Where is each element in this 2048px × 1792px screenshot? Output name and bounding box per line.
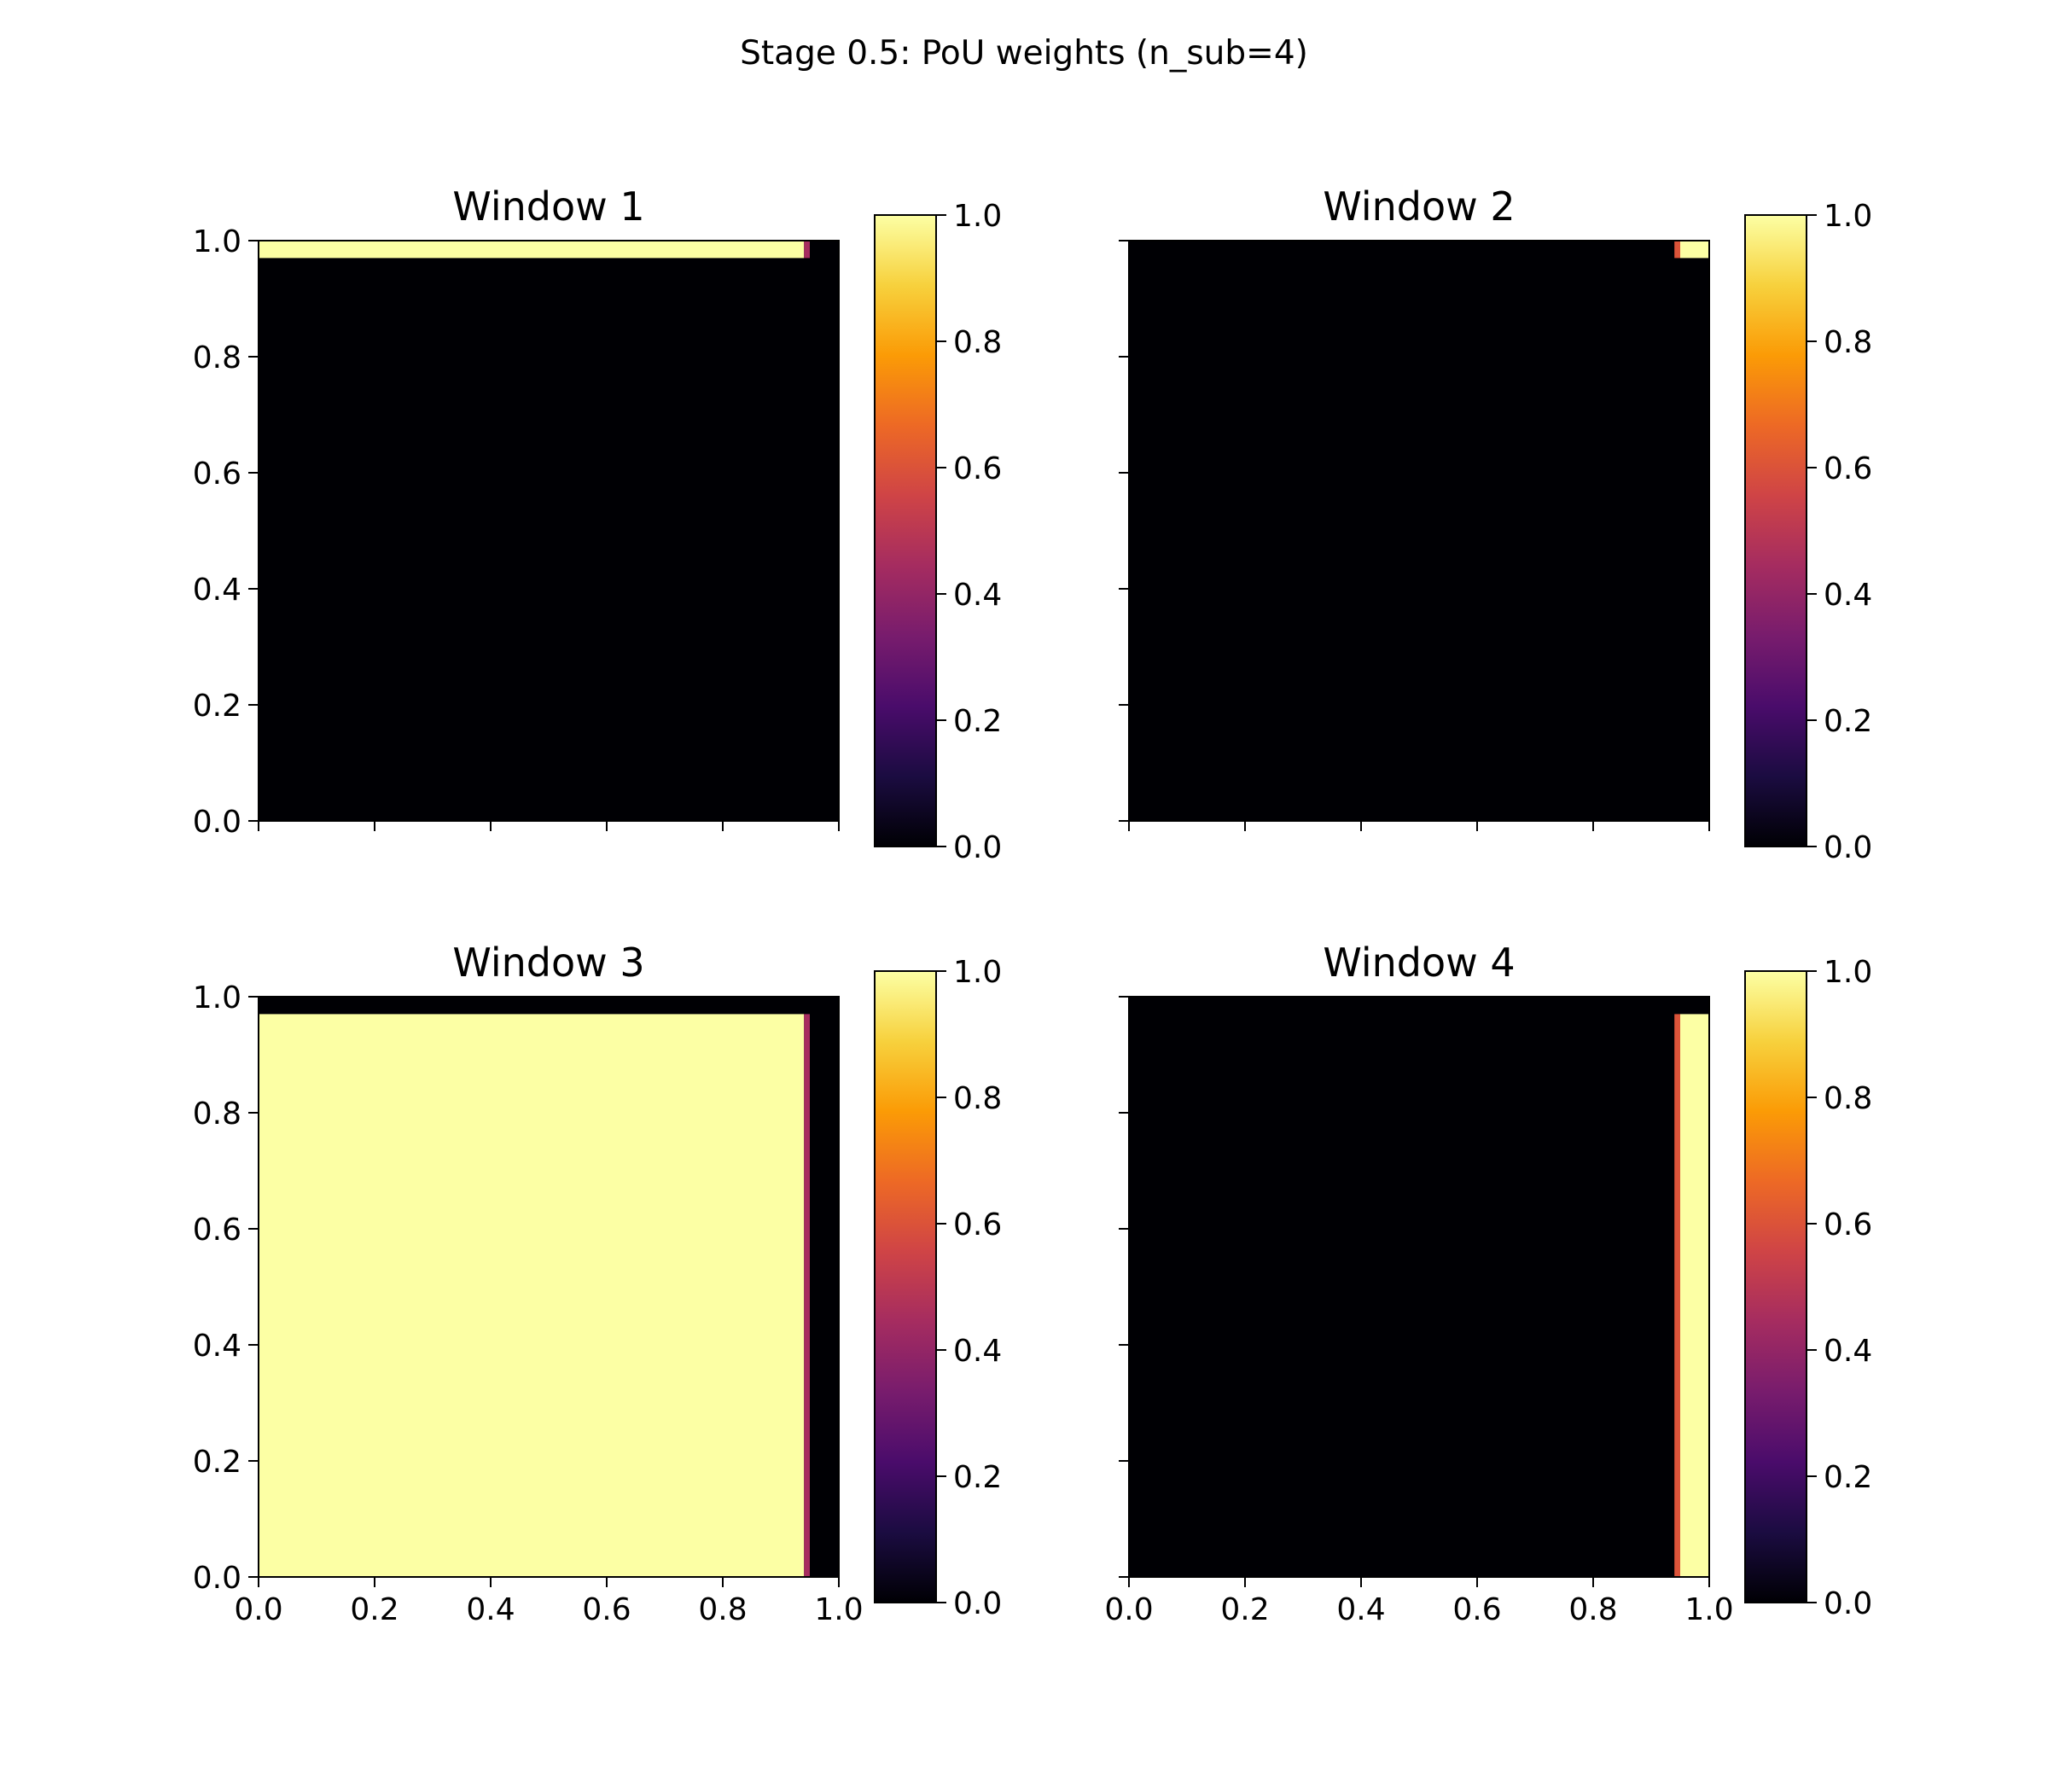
panel-3: Window 3 0.0 0.2 0.4 0.6 0.8 1.0 0.0 0.2 0.4 0.6 0.… [193,940,1003,1627]
colorbar-tick-label: 0.6 [953,1207,1002,1242]
colorbar-frame [874,214,937,847]
panel-title: Window 4 [1323,940,1515,986]
y-tick-label: 0.4 [193,573,241,608]
panel-title: Window 3 [452,940,644,986]
colorbar-tick-label: 0.0 [1824,830,1872,865]
colorbar-tick-label: 0.0 [953,1586,1002,1621]
x-tick-label: 0.0 [234,1592,282,1627]
figure-suptitle: Stage 0.5: PoU weights (n_sub=4) [740,34,1308,73]
colorbar-tick-label: 1.0 [1824,199,1872,234]
axes-frame [1128,240,1710,822]
colorbar-tick-label: 0.4 [1824,578,1872,613]
colorbar-tick-label: 0.4 [1824,1334,1872,1369]
colorbar-tick-label: 0.2 [953,1460,1002,1495]
heatmap-region-2 [1680,241,1709,259]
y-tick-label: 0.2 [193,689,241,724]
colorbar-tick-label: 0.2 [1824,1460,1872,1495]
y-tick-label: 0.8 [193,1097,241,1132]
colorbar-tick-label: 0.6 [1824,451,1872,486]
panel-2: Window 2 0.0 0.2 0.4 0.6 0.8 1.0 [1119,183,1872,865]
colorbar-tick-label: 0.4 [953,578,1002,613]
colorbar-tick-label: 0.0 [1824,1586,1872,1621]
colorbar-tick-label: 1.0 [1824,955,1872,990]
x-tick-label: 1.0 [814,1592,863,1627]
panel-1: Window 1 0.0 0.2 0.4 0.6 0.8 1.0 0.0 0.2 0.4 0.6 0.… [193,183,1003,865]
heatmap-background [259,241,839,821]
heatmap-background [1129,241,1709,821]
colorbar-tick-label: 0.4 [953,1334,1002,1369]
colorbar-tick-label: 0.8 [953,325,1002,360]
panels: Window 1 0.0 0.2 0.4 0.6 0.8 1.0 0.0 0.2 0.4 0.6 0.… [193,183,1873,1627]
colorbar-tick-label: 1.0 [953,955,1002,990]
heatmap-region-1 [259,1014,805,1577]
colorbar-tick-label: 0.2 [953,704,1002,739]
colorbar-tick-label: 0.8 [953,1081,1002,1116]
y-tick-label: 0.6 [193,457,241,492]
heatmap-region-2 [1680,1014,1709,1577]
panel-title: Window 2 [1323,183,1515,230]
y-tick-label: 0.6 [193,1213,241,1248]
heatmap-region-1 [259,241,805,259]
colorbar-tick-label: 0.6 [953,451,1002,486]
y-tick-label: 0.8 [193,340,241,375]
colorbar [1745,215,1807,847]
y-tick-label: 0.4 [193,1329,241,1364]
x-tick-label: 1.0 [1684,1592,1733,1627]
panel-title: Window 1 [452,183,644,230]
colorbar-tick-label: 0.0 [953,830,1002,865]
y-tick-label: 0.2 [193,1445,241,1480]
panel-4: Window 4 0.0 0.2 0.4 0.6 0.8 1.0 0.0 0.2 0.4 0.6 0.… [1104,940,1872,1627]
x-tick-label: 0.6 [582,1592,631,1627]
heatmap-region-2 [804,241,810,259]
x-tick-label: 0.4 [1336,1592,1385,1627]
colorbar [875,215,936,847]
y-tick-label: 0.0 [193,805,241,840]
heatmap-region-2 [804,1014,810,1577]
heatmap-background [1129,997,1709,1577]
x-tick-label: 0.0 [1104,1592,1153,1627]
x-tick-label: 0.2 [350,1592,399,1627]
colorbar-tick-label: 0.6 [1824,1207,1872,1242]
colorbar-frame [874,970,937,1603]
colorbar-tick-label: 1.0 [953,199,1002,234]
y-tick-label: 0.0 [193,1561,241,1596]
y-tick-label: 1.0 [193,224,241,259]
axes-frame [1128,996,1710,1578]
y-tick-label: 1.0 [193,980,241,1015]
x-tick-label: 0.4 [466,1592,515,1627]
x-tick-label: 0.6 [1452,1592,1501,1627]
colorbar-tick-label: 0.2 [1824,704,1872,739]
x-tick-label: 0.8 [1568,1592,1617,1627]
colorbar [1745,971,1807,1603]
colorbar-tick-label: 0.8 [1824,325,1872,360]
colorbar-frame [1744,970,1807,1603]
axes-frame [258,996,840,1578]
colorbar [875,971,936,1603]
x-tick-label: 0.2 [1220,1592,1269,1627]
colorbar-tick-label: 0.8 [1824,1081,1872,1116]
heatmap-region-1 [1674,241,1680,259]
heatmap-region-1 [1674,1014,1680,1577]
axes-frame [258,240,840,822]
x-tick-label: 0.8 [698,1592,747,1627]
colorbar-frame [1744,214,1807,847]
